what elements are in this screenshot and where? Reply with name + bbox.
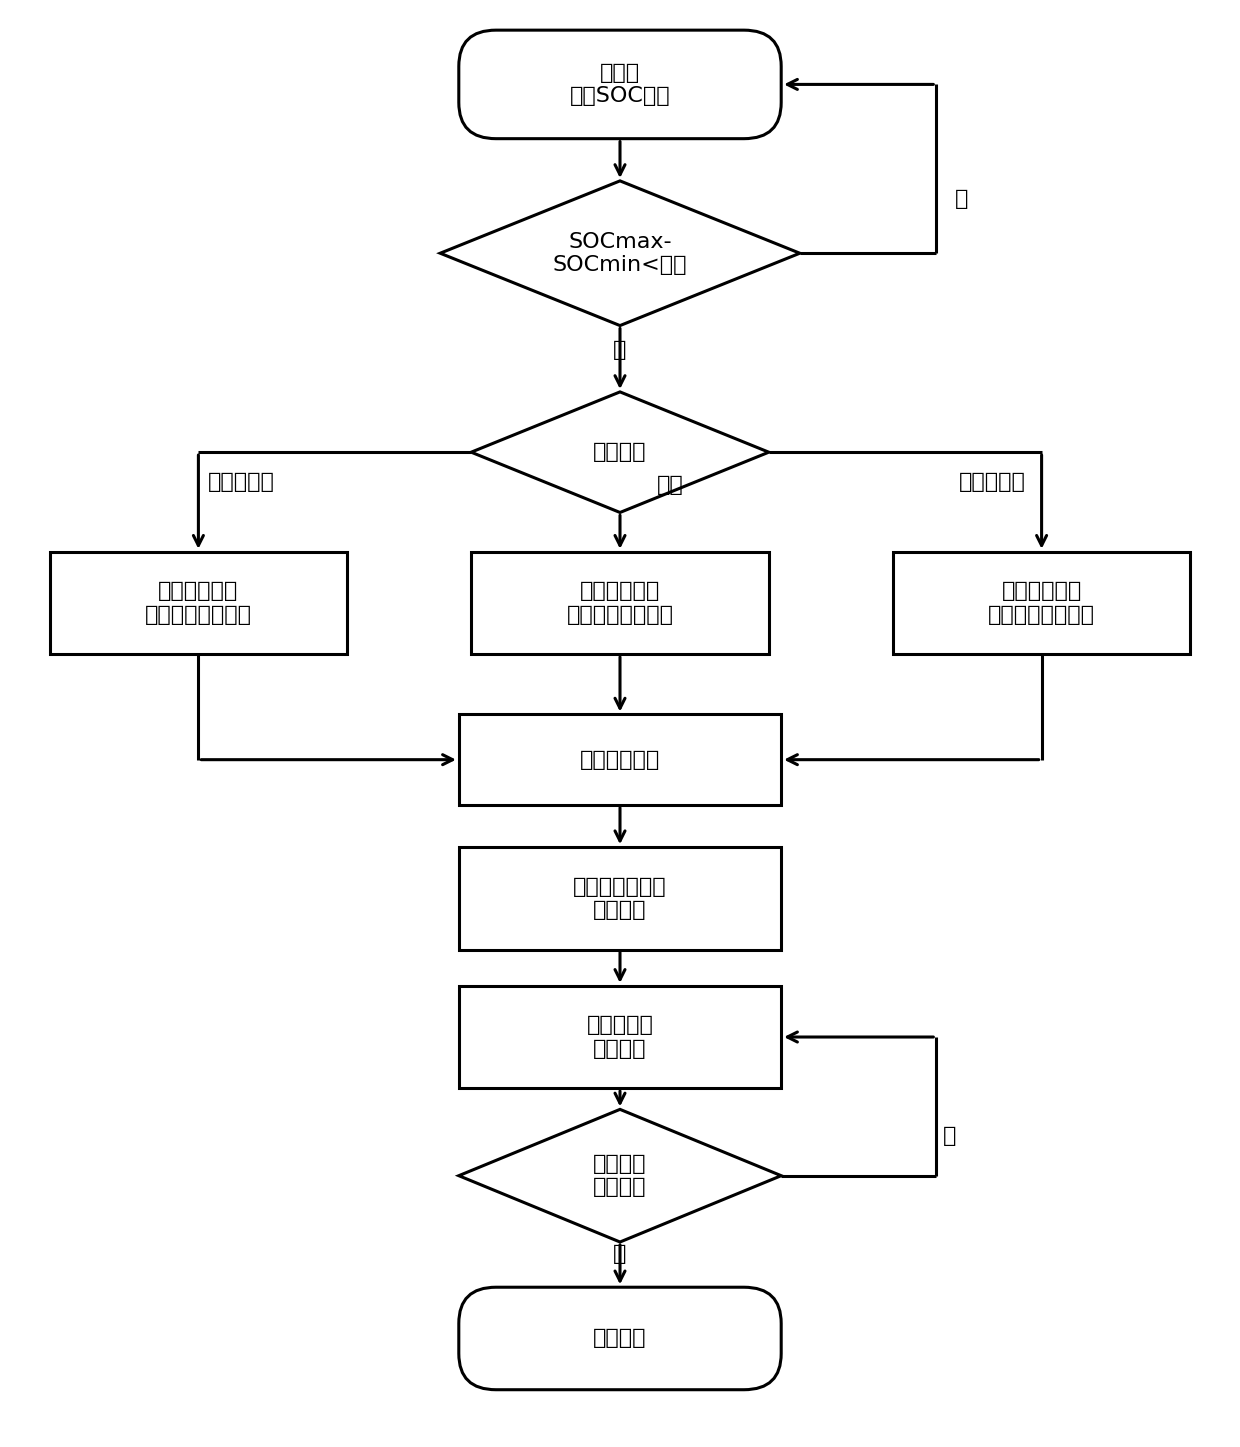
- Polygon shape: [459, 1110, 781, 1242]
- Text: 聚类结束: 聚类结束: [593, 1328, 647, 1349]
- Text: 电池组充电: 电池组充电: [208, 472, 275, 492]
- Text: 初始化
更新SOC分布: 初始化 更新SOC分布: [569, 62, 671, 106]
- FancyBboxPatch shape: [459, 1288, 781, 1389]
- Polygon shape: [440, 181, 800, 326]
- Text: 否: 否: [614, 340, 626, 360]
- Text: 设定目标函数
及中心点更新函数: 设定目标函数 及中心点更新函数: [567, 582, 673, 625]
- Text: 设定边界条件: 设定边界条件: [580, 750, 660, 770]
- Text: 是: 是: [955, 190, 968, 208]
- Text: 设定目标函数
及中心点更新函数: 设定目标函数 及中心点更新函数: [145, 582, 252, 625]
- Text: 比较密度
判断收敛: 比较密度 判断收敛: [593, 1155, 647, 1197]
- FancyBboxPatch shape: [459, 30, 781, 139]
- Text: 更新中心点
计算密度: 更新中心点 计算密度: [587, 1016, 653, 1059]
- Text: 设定目标函数
及中心点更新函数: 设定目标函数 及中心点更新函数: [988, 582, 1095, 625]
- Bar: [893, 551, 1190, 654]
- Bar: [471, 551, 769, 654]
- Bar: [459, 846, 781, 949]
- Text: 静态: 静态: [657, 475, 684, 495]
- Text: SOCmax-
SOCmin<阈值: SOCmax- SOCmin<阈值: [553, 232, 687, 275]
- Bar: [50, 551, 347, 654]
- Bar: [459, 985, 781, 1088]
- Text: 是: 是: [614, 1244, 626, 1265]
- Bar: [459, 715, 781, 805]
- Text: 电池组放电: 电池组放电: [959, 472, 1025, 492]
- Text: 随机选取中心点
计算密度: 随机选取中心点 计算密度: [573, 877, 667, 920]
- Text: 否: 否: [942, 1126, 956, 1146]
- Text: 工况判断: 工况判断: [593, 443, 647, 462]
- Polygon shape: [471, 392, 769, 512]
